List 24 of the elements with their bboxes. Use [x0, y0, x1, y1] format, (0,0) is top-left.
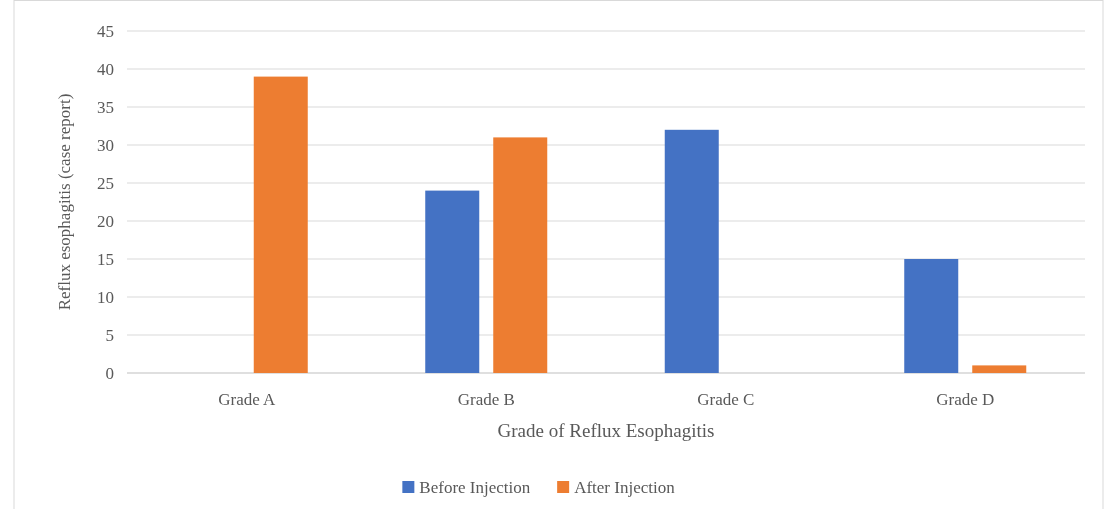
legend-label: Before Injection: [419, 477, 531, 497]
x-axis-title: Grade of Reflux Esophagitis: [497, 420, 715, 441]
x-tick-label: Grade C: [697, 390, 755, 409]
y-tick-label: 0: [105, 363, 114, 383]
bar: [253, 76, 308, 373]
y-tick-label: 20: [97, 211, 114, 231]
y-tick-label: 25: [97, 173, 114, 193]
bar: [972, 365, 1027, 373]
y-tick-label: 45: [97, 21, 114, 41]
y-tick-label: 5: [105, 325, 114, 345]
y-tick-label: 30: [97, 135, 114, 155]
bar: [664, 129, 719, 373]
x-tick-label: Grade A: [218, 390, 277, 409]
legend-label: After Injection: [574, 477, 676, 497]
bar: [904, 259, 959, 373]
y-tick-label: 15: [97, 249, 114, 269]
bar: [493, 137, 548, 373]
x-tick-label: Grade D: [936, 390, 995, 409]
y-tick-label: 40: [97, 59, 114, 79]
x-tick-label: Grade B: [457, 390, 515, 409]
y-tick-label: 10: [97, 287, 114, 307]
bar: [425, 190, 480, 373]
y-tick-label: 35: [97, 97, 114, 117]
y-axis-title: Reflux esophagitis (case report): [55, 93, 74, 311]
